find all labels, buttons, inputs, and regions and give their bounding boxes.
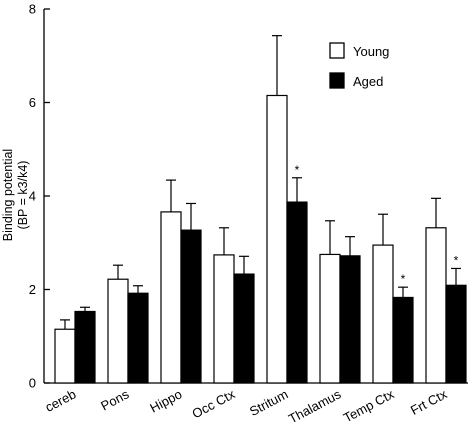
- y-tick-label: 0: [29, 376, 36, 391]
- y-tick-label: 2: [29, 282, 36, 297]
- error-bars: [60, 35, 461, 330]
- significance-marker: *: [454, 253, 459, 267]
- x-tick-label: Hippo: [147, 386, 184, 415]
- y-axis-label: Binding potential (BP = k3/k4): [1, 149, 30, 241]
- bars: [54, 94, 467, 384]
- bar-young: [213, 254, 235, 384]
- bar-aged: [74, 310, 96, 384]
- bar-young: [107, 278, 129, 384]
- bar-aged: [286, 201, 308, 384]
- bar-young: [372, 244, 394, 384]
- y-tick-label: 6: [29, 95, 36, 110]
- x-tick-label: Pons: [98, 386, 132, 413]
- y-tick-label: 4: [29, 189, 36, 204]
- bar-young: [160, 211, 182, 384]
- bar-aged: [180, 229, 202, 384]
- x-tick-label: Stritum: [247, 386, 290, 419]
- x-tick-label: Thalamus: [286, 386, 344, 426]
- y-axis-label-line-2: (BP = k3/k4): [16, 161, 30, 230]
- legend: Young Aged: [329, 42, 389, 89]
- legend-label-aged: Aged: [353, 74, 383, 89]
- x-tick-label: Occ Ctx: [190, 386, 238, 421]
- x-tick-label: Temp Ctx: [341, 386, 397, 425]
- bar-aged: [445, 284, 467, 384]
- bar-aged: [339, 255, 361, 384]
- bar-aged: [233, 273, 255, 384]
- y-ticks: 0 2 4 6 8: [29, 2, 50, 391]
- bar-aged: [127, 292, 149, 384]
- x-tick-labels: cereb Pons Hippo Occ Ctx StritumThalamusTemp…: [43, 386, 450, 426]
- bar-aged: [392, 296, 414, 384]
- y-axis-label-line-1: Binding potential: [1, 149, 15, 241]
- x-tick-label: Frt Ctx: [408, 386, 450, 418]
- significance-marker: *: [401, 272, 406, 286]
- significance-marker: *: [295, 163, 300, 177]
- bar-young: [425, 227, 447, 384]
- bar-young: [319, 253, 341, 384]
- annotations: * * *: [295, 163, 459, 286]
- bar-young: [266, 94, 288, 384]
- legend-swatch-young: [329, 42, 345, 59]
- y-tick-label: 8: [29, 2, 36, 17]
- legend-swatch-aged: [329, 72, 345, 89]
- bar-young: [54, 328, 76, 384]
- legend-label-young: Young: [353, 44, 389, 59]
- x-tick-label: cereb: [43, 386, 79, 415]
